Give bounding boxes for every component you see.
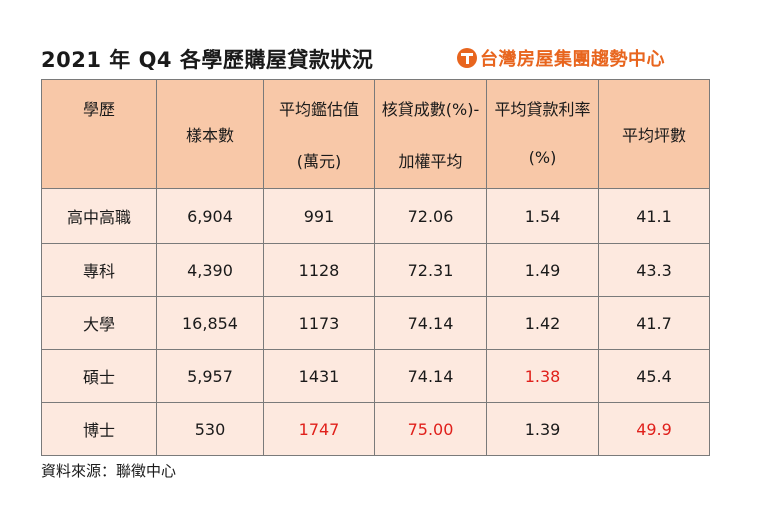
table-cell: 專科: [41, 243, 157, 297]
table-cell: 74.14: [374, 296, 487, 350]
brand-logo: 台灣房屋集團趨勢中心: [457, 46, 665, 70]
table-cell: 1.54: [486, 188, 599, 244]
table-cell: 41.7: [598, 296, 710, 350]
table-cell: 1431: [263, 349, 375, 403]
table-cell: 16,854: [156, 296, 264, 350]
table-cell-highlight: 75.00: [374, 402, 487, 456]
table-cell: 1.42: [486, 296, 599, 350]
header-avg-rate: 平均貸款利率 (%): [486, 79, 599, 189]
table-cell: 1.49: [486, 243, 599, 297]
table-cell: 72.06: [374, 188, 487, 244]
table-cell: 530: [156, 402, 264, 456]
table-cell: 高中高職: [41, 188, 157, 244]
table-row: 博士 530 1747 75.00 1.39 49.9: [41, 402, 710, 456]
table-cell-highlight: 1.38: [486, 349, 599, 403]
taiwan-realty-logo-icon: [457, 48, 477, 68]
header-avg-ping: 平均坪數: [598, 79, 710, 189]
loan-table: 學歷 樣本數 平均鑑估值 (萬元) 核貸成數(%)- 加權平均 平均貸款利率 (%) …: [41, 79, 710, 456]
table-cell: 5,957: [156, 349, 264, 403]
header-avg-appraisal: 平均鑑估值 (萬元): [263, 79, 375, 189]
header-education: 學歷: [41, 79, 157, 189]
table-cell: 4,390: [156, 243, 264, 297]
table-cell: 72.31: [374, 243, 487, 297]
table-cell: 6,904: [156, 188, 264, 244]
source-note: 資料來源：聯徵中心: [41, 462, 177, 480]
table-cell: 大學: [41, 296, 157, 350]
table-cell-highlight: 1747: [263, 402, 375, 456]
table-row: 高中高職 6,904 991 72.06 1.54 41.1: [41, 188, 710, 244]
page-title: 2021 年 Q4 各學歷購屋貸款狀況: [41, 48, 374, 72]
table-cell: 43.3: [598, 243, 710, 297]
table-cell-highlight: 49.9: [598, 402, 710, 456]
table-row: 碩士 5,957 1431 74.14 1.38 45.4: [41, 349, 710, 403]
header-sample-count: 樣本數: [156, 79, 264, 189]
table-row: 大學 16,854 1173 74.14 1.42 41.7: [41, 296, 710, 350]
table-cell: 45.4: [598, 349, 710, 403]
header-loan-ratio: 核貸成數(%)- 加權平均: [374, 79, 487, 189]
table-cell: 41.1: [598, 188, 710, 244]
table-cell: 碩士: [41, 349, 157, 403]
table-cell: 1128: [263, 243, 375, 297]
table-cell: 博士: [41, 402, 157, 456]
table-cell: 74.14: [374, 349, 487, 403]
brand-logo-text: 台灣房屋集團趨勢中心: [480, 49, 665, 70]
table-row: 專科 4,390 1128 72.31 1.49 43.3: [41, 243, 710, 297]
table-cell: 991: [263, 188, 375, 244]
table-cell: 1.39: [486, 402, 599, 456]
table-header-row: 學歷 樣本數 平均鑑估值 (萬元) 核貸成數(%)- 加權平均 平均貸款利率 (%) …: [41, 79, 710, 189]
table-cell: 1173: [263, 296, 375, 350]
